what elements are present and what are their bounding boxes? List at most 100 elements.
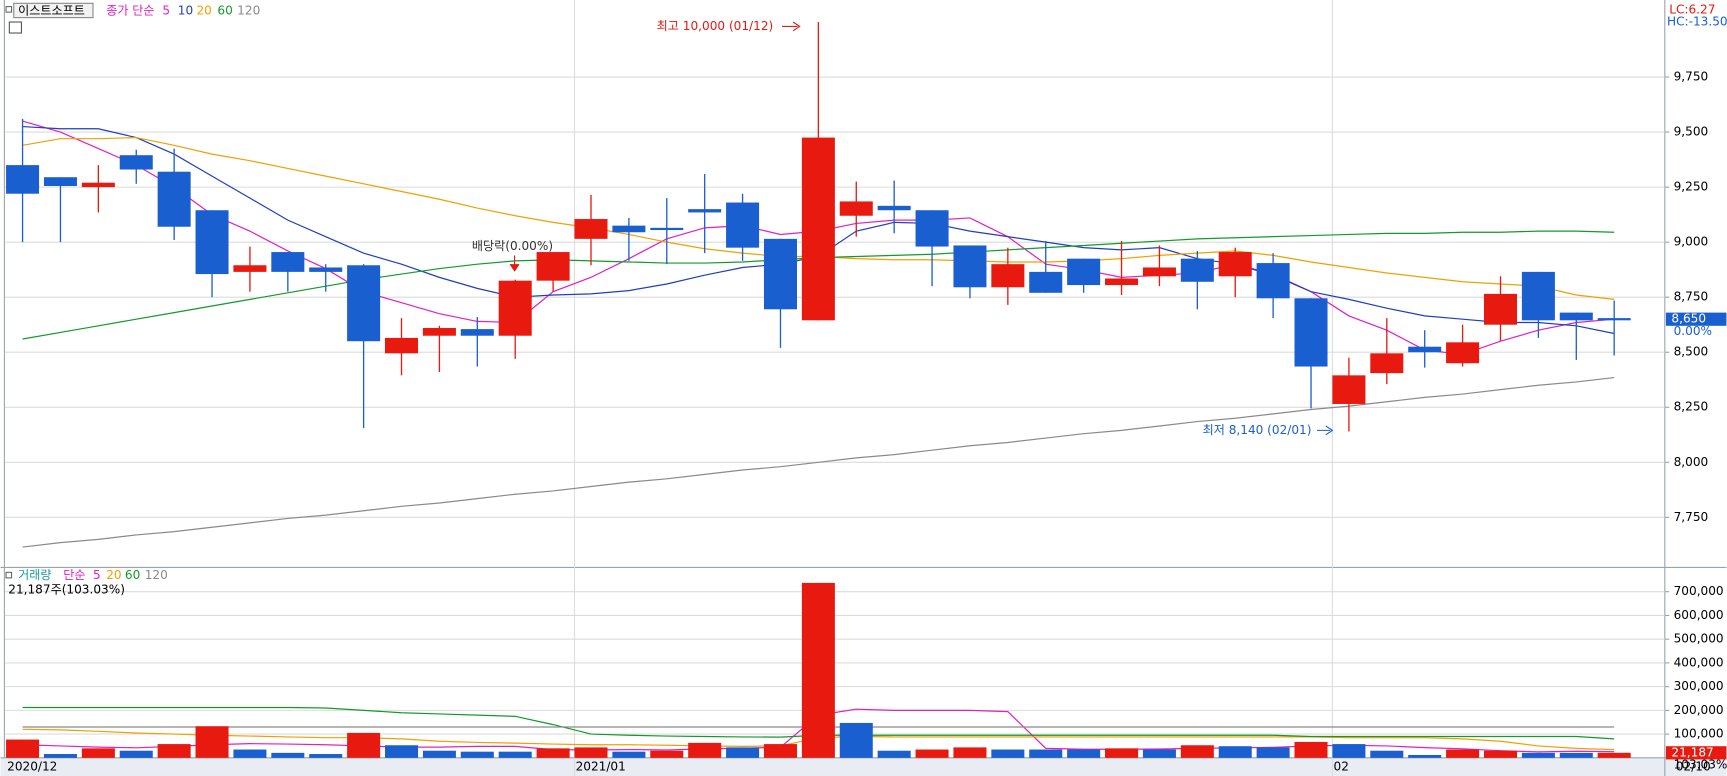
last-value-sub: 103.03% [1674, 757, 1727, 771]
candle-body [1559, 312, 1593, 321]
lc-label: LC:6.27 [1669, 2, 1715, 16]
legend-entry: 20 [106, 568, 121, 582]
candle-body [1029, 271, 1063, 293]
x-tick-label: 2020/12 [7, 760, 57, 774]
volume-bar [574, 747, 608, 758]
volume-bar [1408, 754, 1442, 758]
legend-entry: 120 [237, 4, 260, 18]
annotation: 최저 8,140 (02/01) [1203, 423, 1312, 437]
candle-body [726, 202, 760, 248]
volume-bar [953, 747, 987, 758]
y-tick-label: 100,000 [1674, 727, 1724, 741]
candle-body [271, 252, 305, 272]
y-tick-label: 9,500 [1674, 125, 1709, 139]
volume-bar [839, 722, 873, 758]
volume-bar [915, 749, 949, 758]
legend-entry: 5 [93, 568, 101, 582]
volume-bar [460, 751, 494, 758]
candle-body [347, 265, 381, 342]
annotation-arrow [782, 21, 801, 32]
candle-body [157, 171, 191, 227]
volume-bar [422, 750, 456, 758]
last-value-tag [1665, 312, 1727, 326]
x-axis-strip [0, 757, 1727, 776]
volume-title: 거래량 [18, 568, 51, 582]
volume-bar [1105, 748, 1139, 758]
ma-label: 단순 [63, 568, 85, 582]
y-tick-label: 9,750 [1674, 70, 1709, 84]
volume-bar [1597, 752, 1631, 758]
y-tick-label: 8,000 [1674, 455, 1709, 469]
annotation-arrow [1316, 425, 1334, 436]
candle-body [839, 201, 873, 216]
volume-bar [1559, 752, 1593, 758]
marks-layer [6, 22, 1631, 758]
volume-bar [1029, 749, 1063, 758]
candle-body [81, 182, 115, 188]
candle-body [953, 245, 987, 288]
last-value-label: 21,187 [1671, 745, 1713, 759]
volume-bar [763, 744, 797, 758]
volume-bar [1446, 749, 1480, 758]
candle-body [309, 267, 343, 272]
x-tick-label: 2021/01 [576, 760, 626, 774]
panel-icon [5, 571, 13, 579]
volume-bar [991, 749, 1025, 758]
volume-bar [877, 750, 911, 758]
volume-bar [612, 751, 646, 758]
y-tick-label: 200,000 [1674, 703, 1724, 717]
candle-body [1142, 267, 1176, 277]
legend-entry: 20 [196, 4, 211, 18]
last-date: 02/10 [1676, 760, 1711, 774]
annotation: 최고 10,000 (01/12) [657, 19, 774, 33]
candle-body [1483, 293, 1518, 325]
volume-bar [271, 752, 305, 758]
volume-bar [233, 749, 267, 758]
ticker: 이스트소프트 [18, 4, 85, 18]
volume-bar [1218, 746, 1252, 758]
y-tick-label: 300,000 [1674, 679, 1724, 693]
volume-bar [650, 750, 684, 758]
candle-body [1180, 258, 1214, 282]
y-tick-label: 7,750 [1674, 510, 1709, 524]
candle-body [1105, 278, 1139, 286]
volume-bar [195, 726, 229, 758]
x-tick-label: 02 [1334, 760, 1349, 774]
candle-body [460, 329, 494, 336]
panel-icon [5, 6, 13, 13]
candle-body [1446, 342, 1480, 364]
candle-body [991, 264, 1025, 288]
hc-label: HC:-13.50 [1667, 15, 1727, 29]
candle-body [801, 137, 835, 321]
candle-body [195, 210, 229, 275]
candle-body [1256, 263, 1290, 299]
candle-body [1408, 346, 1442, 353]
ticker-box [13, 2, 94, 19]
candle-body [536, 252, 570, 281]
last-value-tag [1665, 746, 1727, 760]
y-tick-label: 9,000 [1674, 235, 1709, 249]
ma-label: 종가 단순 [106, 4, 154, 18]
volume-bar [157, 744, 191, 758]
legend-entry: 5 [162, 4, 170, 18]
volume-bar [1483, 750, 1518, 758]
volume-bar [688, 742, 722, 758]
volume-bar [1180, 745, 1214, 758]
annotation-arrow [509, 255, 520, 272]
candle-body [1370, 353, 1404, 374]
candle-body [877, 205, 911, 211]
legend-entry: 120 [145, 568, 168, 582]
volume-bar [1256, 747, 1290, 758]
table-icon [8, 21, 23, 34]
volume-bar [347, 732, 381, 758]
candle-body [43, 177, 77, 187]
volume-bar [726, 747, 760, 758]
volume-bar [1142, 749, 1176, 758]
volume-bar [801, 582, 835, 758]
legend-entry: 60 [125, 568, 140, 582]
y-tick-label: 8,250 [1674, 400, 1709, 414]
candle-body [612, 225, 646, 233]
candle-body [1294, 298, 1328, 367]
volume-bar [119, 750, 153, 758]
